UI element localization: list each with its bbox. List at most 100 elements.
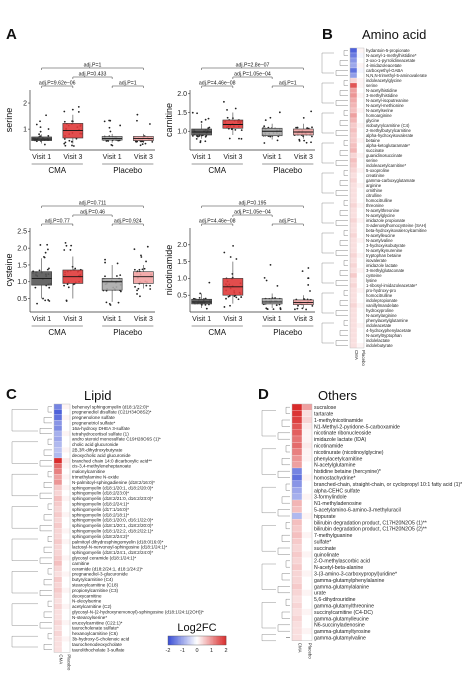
boxplot-cysteine-xtick-label: Visit 3	[134, 316, 153, 323]
heatmap-lipid-cell-cma	[53, 501, 63, 507]
boxplot-nicotinamide-box	[261, 298, 283, 305]
heatmap-others-row-label: succinylcarnitine (C4-DC)	[314, 610, 373, 616]
heatmap-others-cell-placebo	[301, 608, 313, 616]
heatmap-lipid-cell-cma	[53, 614, 63, 621]
heatmap-amino-acid-dendrogram-branch	[343, 230, 348, 236]
boxplot-nicotinamide-ylabel: nicotinamide	[164, 245, 174, 296]
boxplot-nicotinamide-point	[198, 297, 201, 299]
heatmap-lipid-dendrogram-branch	[11, 538, 38, 561]
heatmap-lipid-cell-placebo	[61, 522, 71, 529]
heatmap-amino-acid-dendrogram-branch	[339, 330, 348, 336]
boxplot-carnitine-point	[295, 126, 297, 129]
heatmap-amino-acid-cell-cma	[349, 297, 358, 304]
heatmap-amino-acid-cell-cma	[349, 67, 358, 74]
heatmap-amino-acid-cell-cma	[349, 187, 358, 194]
boxplot-serine-pvalue-label: adj.P=9.62e−06	[39, 81, 76, 87]
heatmap-lipid-row-label: taurochenodeoxycholate	[72, 642, 122, 647]
heatmap-others-dendrogram-branch	[261, 410, 276, 437]
colorbar-segment	[212, 636, 215, 645]
heatmap-amino-acid-cell-placebo	[356, 212, 365, 219]
colorbar-segment	[188, 636, 191, 645]
heatmap-amino-acid-cell-placebo	[356, 52, 365, 59]
boxplot-serine-point	[151, 140, 154, 143]
boxplot-carnitine-point	[234, 107, 237, 110]
heatmap-others-dendrogram-branch	[277, 547, 290, 555]
heatmap-lipid-dendrogram-branch	[39, 622, 52, 629]
heatmap-amino-acid-cell-placebo	[356, 317, 365, 324]
boxplot-carnitine-point	[306, 127, 309, 129]
heatmap-amino-acid-dendrogram-branch	[343, 140, 348, 146]
boxplot-carnitine-point	[263, 142, 266, 144]
heatmap-lipid-cell-placebo	[61, 403, 71, 410]
boxplot-cysteine-point	[139, 295, 141, 298]
heatmap-lipid-row-label: andro steroid monosulfate C19H28O6S (1)*	[72, 437, 161, 442]
heatmap-amino-acid-cell-placebo	[356, 272, 365, 279]
heatmap-lipid-cell-placebo	[61, 436, 71, 442]
heatmap-lipid-dendrogram-branch	[39, 557, 52, 564]
heatmap-amino-acid-dendrogram-branch	[335, 220, 348, 226]
heatmap-amino-acid-cell-placebo	[356, 292, 365, 299]
boxplot-carnitine-ytick-label: 2.0	[177, 91, 187, 98]
boxplot-serine-point	[77, 106, 80, 108]
boxplot-carnitine-ytick-label: 1.0	[177, 129, 187, 136]
heatmap-lipid-cell-cma	[53, 555, 63, 561]
heatmap-lipid-cell-placebo	[61, 614, 71, 621]
boxplot-carnitine-group-label: CMA	[208, 166, 226, 175]
heatmap-amino-acid-row-label: N,N,N-trimethyl-5-aminovalerate	[366, 73, 428, 78]
boxplot-carnitine-point	[310, 110, 313, 113]
heatmap-others-cell-cma	[291, 467, 303, 475]
heatmap-amino-acid-cell-cma	[349, 192, 358, 199]
heatmap-others-row-label: gamma-glutamylthreonine	[314, 604, 374, 610]
heatmap-others-cell-placebo	[301, 576, 313, 584]
heatmap-others-dendrogram-branch	[281, 458, 290, 465]
heatmap-others-cell-placebo	[301, 410, 313, 417]
heatmap-amino-acid-cell-cma	[349, 167, 358, 174]
heatmap-amino-acid-dendrogram-branch	[321, 262, 334, 284]
heatmap-lipid-cell-placebo	[61, 646, 71, 653]
heatmap-amino-acid-cell-cma	[349, 137, 358, 144]
heatmap-lipid-cell-placebo	[61, 630, 71, 637]
boxplot-nicotinamide-xtick-label: Visit 1	[263, 316, 282, 323]
boxplot-nicotinamide-point	[272, 308, 275, 310]
heatmap-amino-acid-cell-placebo	[356, 127, 365, 134]
boxplot-nicotinamide-point	[225, 297, 227, 300]
panel-letter-d: D	[258, 386, 269, 403]
heatmap-amino-acid-cell-cma	[349, 87, 358, 94]
heatmap-lipid-cell-placebo	[61, 414, 71, 421]
heatmap-amino-acid-cell-placebo	[356, 322, 365, 329]
heatmap-amino-acid-row-label: beta-hydroxyisovaleroylcarnitine	[366, 228, 427, 233]
heatmap-lipid-dendrogram-branch	[47, 633, 52, 640]
heatmap-amino-acid-cell-cma	[349, 172, 358, 179]
heatmap-others-row-label: N1-methyladenosine	[314, 501, 362, 507]
heatmap-others-cell-cma	[291, 627, 303, 635]
colorbar-segment	[181, 636, 183, 645]
boxplot-serine-point	[63, 120, 66, 123]
boxplot-nicotinamide-group-label: CMA	[208, 328, 226, 337]
heatmap-others-cell-cma	[291, 512, 303, 520]
colorbar-segment	[195, 636, 198, 645]
heatmap-others-row-label: bilirubin degradation product, C17H20N2O…	[314, 527, 427, 533]
heatmap-others-cell-cma	[291, 455, 303, 462]
boxplot-nicotinamide-xtick-label: Visit 3	[294, 316, 313, 323]
boxplot-nicotinamide-point	[235, 296, 238, 299]
heatmap-lipid-cell-cma	[53, 598, 63, 604]
heatmap-others-cell-cma	[291, 621, 303, 629]
heatmap-amino-acid-row-label: N-acetylkynurenine	[366, 248, 403, 253]
heatmap-lipid-cell-placebo	[61, 565, 71, 572]
boxplot-cysteine-point	[47, 299, 50, 301]
boxplot-carnitine-point	[204, 135, 207, 138]
heatmap-lipid-row-label: acetylcarnitine (C2)	[72, 604, 112, 609]
boxplot-cysteine-point	[39, 244, 42, 246]
boxplot-nicotinamide-pvalue-label: adj.P=1	[279, 219, 297, 225]
heatmap-lipid-dendrogram-branch	[47, 568, 52, 575]
heatmap-lipid-cell-cma	[53, 544, 63, 550]
heatmap-amino-acid-row-label: N-acetyl-methionine	[366, 103, 404, 108]
heatmap-others-row-label: 2-O-methylascorbic acid	[314, 559, 370, 565]
boxplot-carnitine-point	[204, 140, 207, 143]
heatmap-amino-acid-row-label: S-adenosylhomocysteine (SAH)	[366, 223, 427, 228]
colorbar-segment	[189, 636, 192, 645]
heatmap-amino-acid-row-label: N-acetyltryptophan	[366, 333, 402, 338]
boxplot-carnitine-point	[199, 141, 202, 144]
colorbar-label: Log2FC	[177, 622, 216, 634]
heatmap-amino-acid-cell-cma	[349, 322, 358, 329]
